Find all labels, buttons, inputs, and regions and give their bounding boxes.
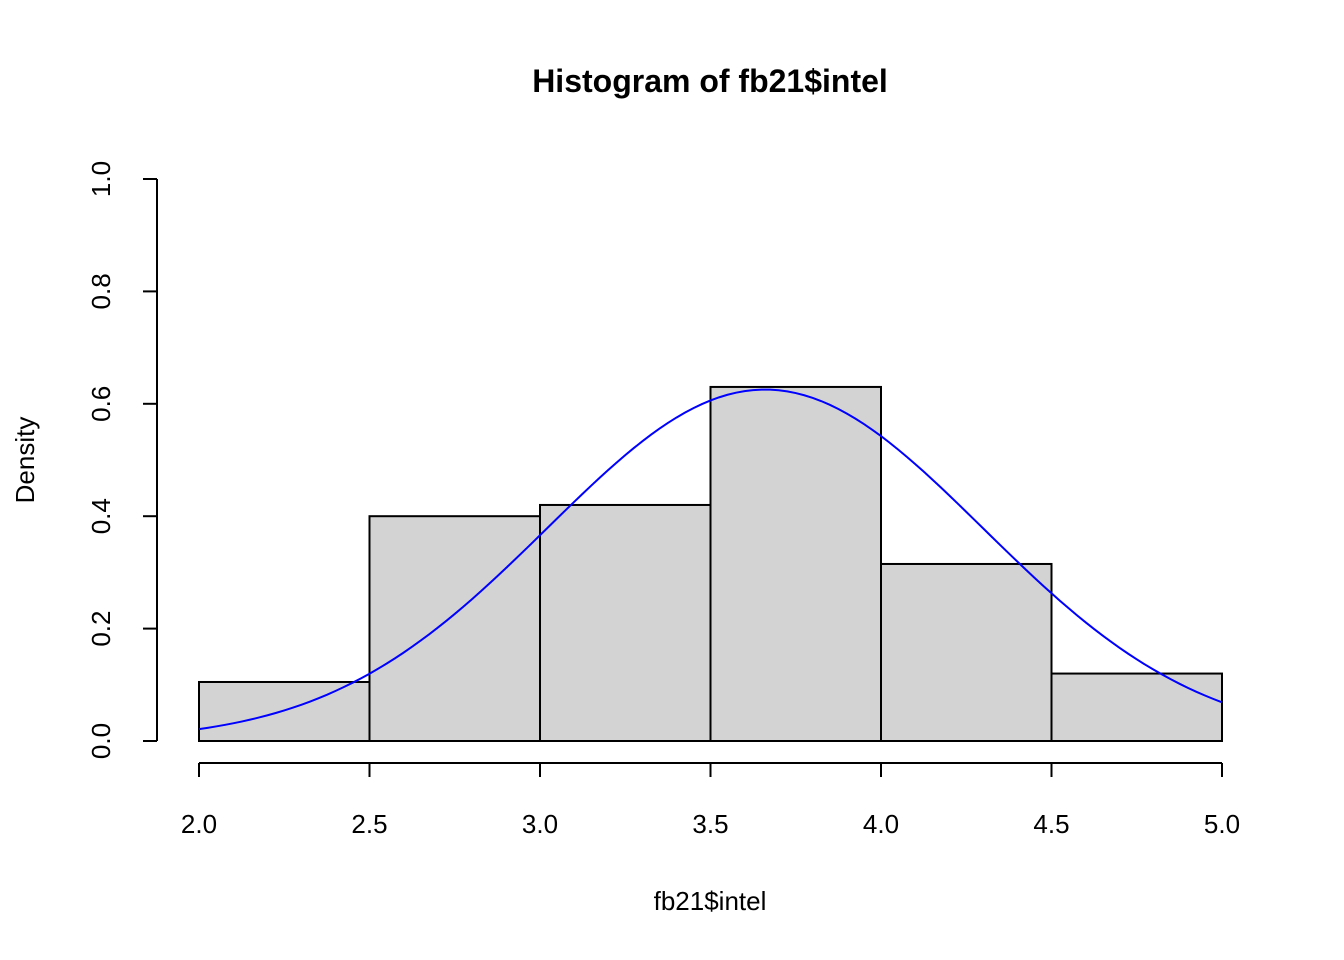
histogram-bars <box>198 385 1223 743</box>
x-tick-label: 3.5 <box>692 809 728 839</box>
x-axis-label: fb21$intel <box>654 886 767 916</box>
y-tick-label: 0.0 <box>86 723 116 759</box>
density-curve <box>198 388 1223 731</box>
y-tick-label: 0.2 <box>86 611 116 647</box>
x-tick-label: 2.5 <box>351 809 387 839</box>
x-tick-label: 2.0 <box>181 809 217 839</box>
histogram-bar-4 <box>709 385 882 742</box>
y-axis-label: Density <box>10 417 40 504</box>
y-tick-label: 0.4 <box>86 498 116 534</box>
y-tick-label: 0.6 <box>86 386 116 422</box>
chart-title: Histogram of fb21$intel <box>532 63 888 99</box>
y-tick-label: 1.0 <box>86 161 116 197</box>
x-tick-label: 3.0 <box>522 809 558 839</box>
histogram-bar-6 <box>1050 672 1223 742</box>
x-axis: 2.0 2.5 3.0 3.5 4.0 4.5 5.0 <box>181 762 1240 839</box>
x-tick-label: 4.0 <box>863 809 899 839</box>
histogram-bar-5 <box>880 562 1053 742</box>
y-axis: 0.0 0.2 0.4 0.6 0.8 1.0 <box>86 161 158 759</box>
x-tick-label: 4.5 <box>1033 809 1069 839</box>
y-tick-label: 0.8 <box>86 273 116 309</box>
histogram-bar-1 <box>198 680 371 742</box>
histogram-bar-3 <box>539 503 712 742</box>
histogram-bar-2 <box>368 515 541 743</box>
x-tick-label: 5.0 <box>1204 809 1240 839</box>
